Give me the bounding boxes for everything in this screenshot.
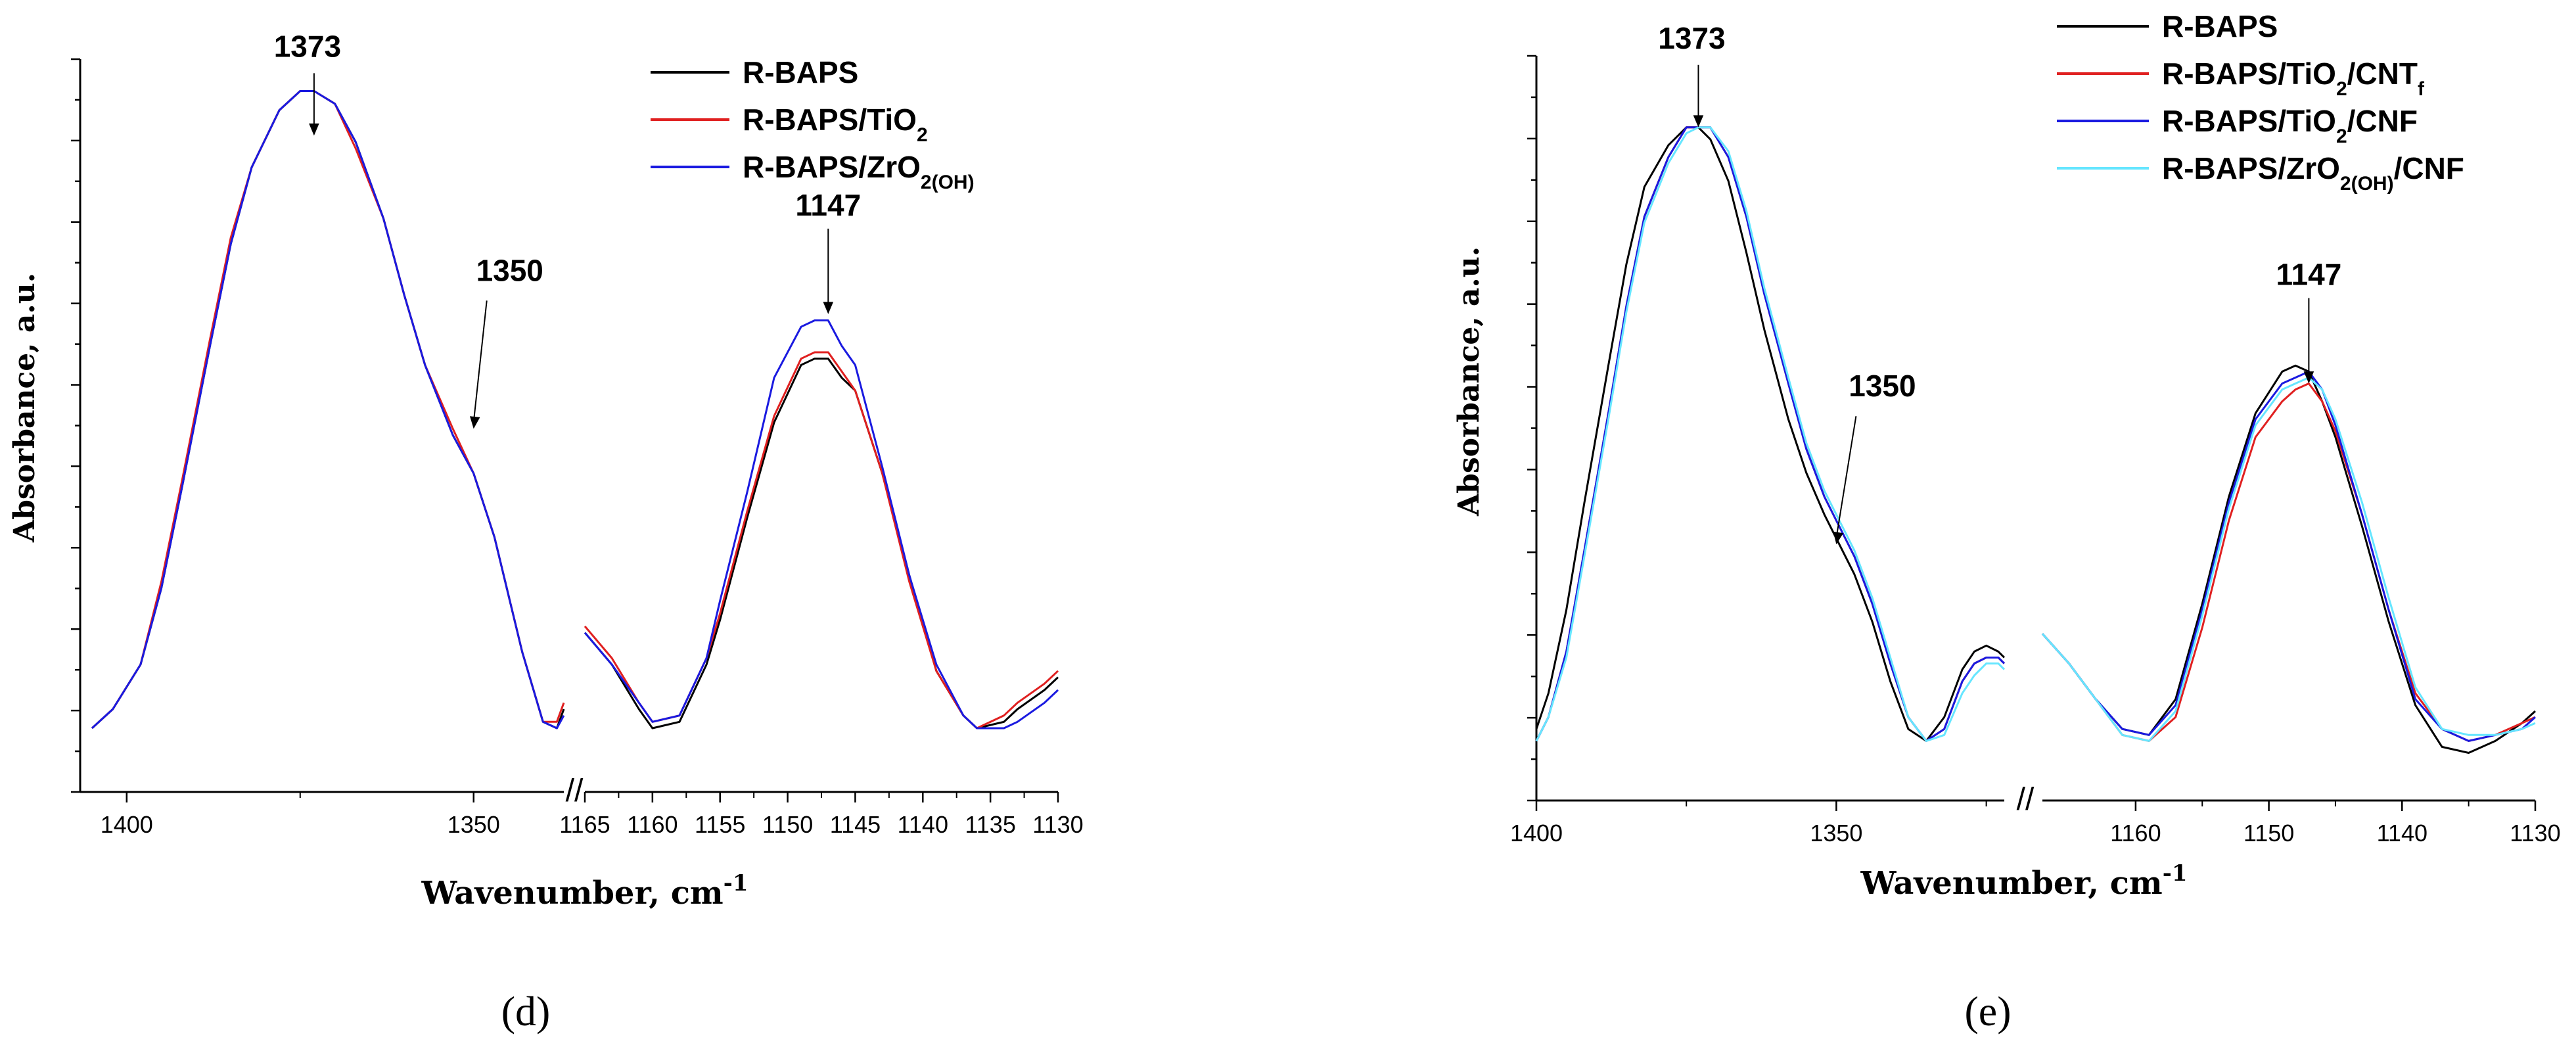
y-axis-title: Absorbance, a.u. — [1452, 246, 1486, 517]
x-tick-label: 1130 — [1032, 811, 1083, 838]
annotation-arrowhead — [1693, 115, 1704, 128]
legend-sub: 2(OH) — [921, 172, 975, 193]
annotation-label: 1350 — [1849, 369, 1916, 403]
legend-base: R-BAPS/TiO — [743, 103, 917, 137]
x-tick-label: 1160 — [2110, 820, 2161, 847]
x-axis-title-base: Wavenumber, cm — [421, 875, 724, 912]
x-tick-label: 1400 — [101, 811, 153, 838]
annotation-arrowhead — [1833, 531, 1844, 545]
legend-entry: R-BAPS/ZrO2(OH)/CNF — [2162, 151, 2464, 195]
legend-base: R-BAPS — [743, 55, 858, 89]
series-line-0 — [2041, 364, 2537, 754]
annotation-arrow-line — [1835, 416, 1857, 538]
legend-sub: 2 — [2336, 78, 2347, 100]
legend-base: R-BAPS/TiO — [2162, 57, 2336, 91]
annotation-arrowhead — [469, 416, 480, 429]
legend-entry: R-BAPS — [2162, 9, 2278, 43]
panel-e-chart: 1400 1350 1160 1150 1140 1130 // 1373 1350 1147 R-… — [1452, 9, 2561, 1034]
axis-break-gap — [566, 789, 582, 797]
series-line-0 — [1535, 126, 2006, 742]
legend-base: R-BAPS — [2162, 9, 2278, 43]
legend-tail: /CNT — [2347, 57, 2418, 91]
series-line-1 — [2041, 383, 2536, 742]
x-tick-label: 1140 — [2377, 820, 2427, 847]
panel-label: (e) — [1964, 988, 2011, 1034]
x-tick-label: 1350 — [1810, 820, 1862, 847]
x-tick-label: 1160 — [627, 811, 678, 838]
legend-entry: R-BAPS — [743, 55, 858, 89]
x-tick-label: 1140 — [898, 811, 948, 838]
x-tick-label: 1130 — [2510, 820, 2560, 847]
x-tick-label: 1155 — [695, 811, 745, 838]
series-line-3 — [1535, 126, 2006, 742]
series-line-0 — [584, 358, 1059, 730]
series-line-2 — [584, 319, 1059, 730]
annotation-arrowhead — [309, 123, 319, 136]
x-axis-title-sup: -1 — [724, 870, 748, 896]
legend-base: R-BAPS/ZrO — [2162, 151, 2340, 185]
legend-sub: 2 — [2336, 126, 2347, 147]
legend-entry: R-BAPS/ZrO2(OH) — [743, 150, 975, 193]
legend-entry: R-BAPS/TiO2/CNTf — [2162, 57, 2425, 100]
annotation-arrowhead — [2303, 371, 2314, 384]
legend-entry: R-BAPS/TiO2/CNF — [2162, 104, 2418, 147]
annotation-arrow-line — [472, 300, 488, 423]
legend-tail: /CNF — [2394, 151, 2464, 185]
axis-break-mark: // — [566, 774, 584, 808]
series-line-2 — [2041, 370, 2536, 742]
x-tick-label: 1145 — [830, 811, 881, 838]
legend-entry: R-BAPS/TiO2 — [743, 103, 928, 146]
series-line-1 — [584, 351, 1059, 730]
y-axis-title: Absorbance, a.u. — [8, 273, 41, 543]
x-tick-label: 1400 — [1510, 820, 1563, 847]
x-tick-label: 1135 — [965, 811, 1015, 838]
legend-base: R-BAPS/TiO — [2162, 104, 2336, 138]
axis-break-gap — [2017, 798, 2033, 806]
annotation-label: 1350 — [476, 253, 543, 287]
x-axis-title-sup: -1 — [2163, 860, 2188, 887]
legend-tail: /CNF — [2347, 104, 2418, 138]
series-line-0 — [91, 90, 565, 730]
panel-d-chart: 1400 1350 1165 1160 1155 1150 1145 1140 1135 1130… — [8, 29, 1084, 1034]
series-line-2 — [91, 90, 565, 730]
series-line-2 — [1535, 126, 2006, 742]
panel-label: (d) — [501, 988, 551, 1034]
annotation-label: 1373 — [1658, 21, 1725, 55]
legend-base: R-BAPS/ZrO — [743, 150, 921, 184]
annotation-arrowhead — [823, 302, 834, 314]
x-axis-title: Wavenumber, cm-1 — [1860, 860, 2188, 902]
x-tick-label: 1150 — [2243, 820, 2294, 847]
legend-sub: 2(OH) — [2340, 173, 2394, 195]
x-tick-label: 1150 — [762, 811, 813, 838]
annotation-label: 1147 — [795, 188, 861, 222]
series-line-1 — [91, 90, 565, 730]
legend-sub: 2 — [917, 124, 928, 146]
x-tick-label: 1165 — [559, 811, 610, 838]
series-line-3 — [2041, 377, 2536, 742]
x-axis-title-base: Wavenumber, cm — [1860, 865, 2163, 902]
annotation-label: 1147 — [2276, 258, 2342, 292]
x-axis-title: Wavenumber, cm-1 — [421, 870, 748, 912]
legend-sub2: f — [2418, 78, 2425, 100]
x-tick-label: 1350 — [448, 811, 500, 838]
annotation-label: 1373 — [274, 29, 341, 63]
axis-break-mark: // — [2017, 782, 2035, 817]
